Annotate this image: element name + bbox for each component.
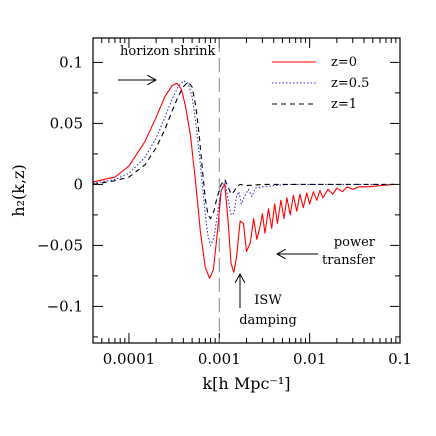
series-line-2	[92, 81, 394, 220]
legend-label-2: z=1	[331, 97, 357, 112]
annotation-transfer: transfer	[322, 253, 376, 268]
arrow-isw-damping-head	[234, 272, 246, 284]
y-tick-label: 0	[73, 175, 83, 193]
legend-label-1: z=0.5	[331, 76, 369, 91]
arrow-horizon-shrink-head	[146, 74, 158, 86]
x-tick-label: 0.01	[293, 350, 326, 368]
annotations: horizon shrink power transfer ISW dampin…	[118, 44, 376, 328]
x-tick-label: 0.001	[198, 350, 241, 368]
annotation-damping: damping	[239, 313, 297, 328]
grid-layer	[92, 38, 401, 343]
y-tick-label: 0.05	[50, 114, 83, 132]
legend: z=0 z=0.5 z=1	[272, 55, 369, 112]
plot-frame	[92, 37, 401, 344]
y-tick-label: −0.1	[47, 297, 83, 315]
legend-label-0: z=0	[331, 55, 357, 70]
y-tick-label: 0.1	[59, 53, 83, 71]
x-tick-label: 0.1	[388, 350, 412, 368]
annotation-power: power	[334, 235, 376, 250]
y-tick-label: −0.05	[37, 236, 83, 254]
y-axis-title: h₂(k,z)	[9, 164, 28, 216]
annotation-isw: ISW	[254, 293, 282, 308]
annotation-horizon-shrink: horizon shrink	[120, 44, 216, 59]
series-line-1	[92, 80, 394, 246]
x-axis-title: k[h Mpc⁻¹]	[202, 374, 290, 393]
x-tick-label: 0.0001	[103, 350, 156, 368]
arrow-power-transfer-head	[275, 248, 287, 260]
series-line-0	[92, 82, 394, 279]
series-layer	[92, 80, 394, 279]
tick-labels: 0.0001 0.001 0.01 0.1 0.1 0.05 0 −0.05 −0.1	[37, 53, 412, 368]
